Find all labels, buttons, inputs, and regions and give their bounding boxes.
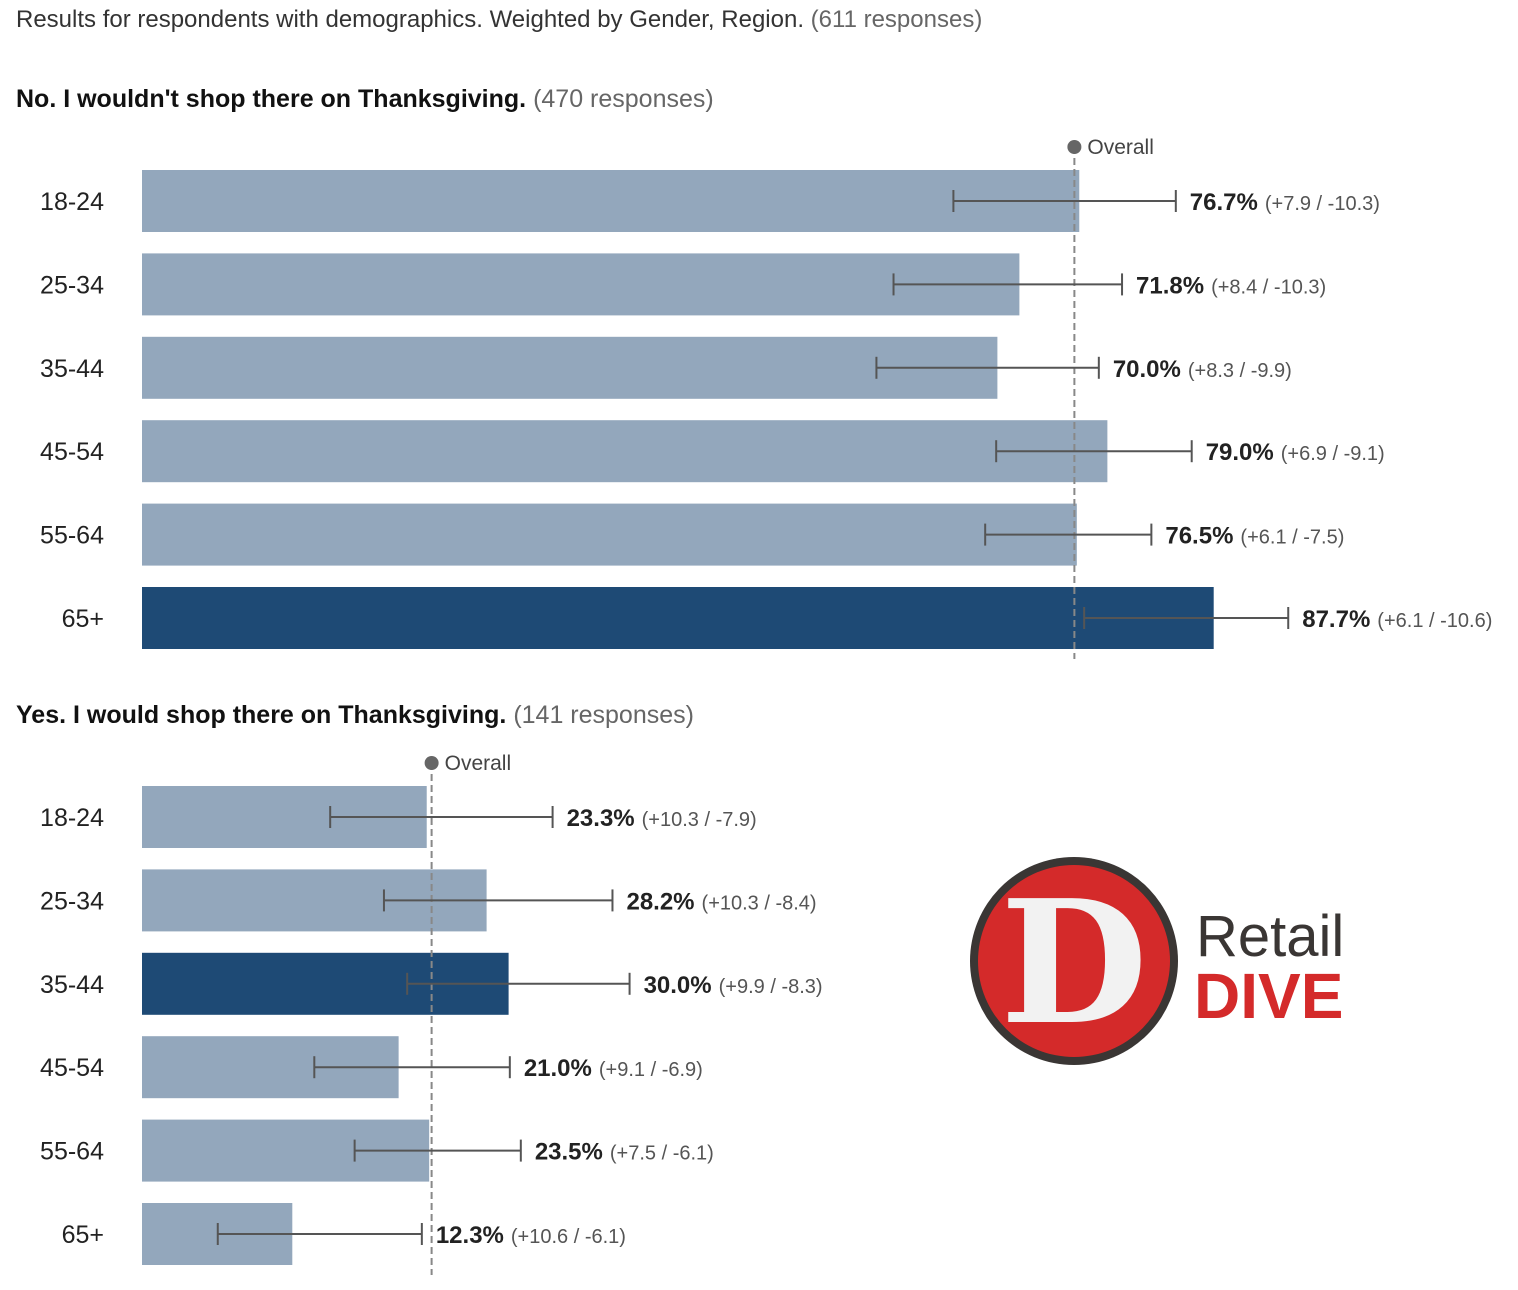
value-error-range: (+7.9 / -10.3) xyxy=(1265,193,1380,215)
value-label: 23.3% (+10.3 / -7.9) xyxy=(567,805,757,832)
logo-word-retail: Retail xyxy=(1196,904,1344,969)
bars-group xyxy=(142,786,509,1265)
results-header: Results for respondents with demographic… xyxy=(16,6,982,34)
chart-would-shop: 18-24 25-34 35-44 45-54 55-64 65+ Overall 23.3%… xyxy=(40,752,823,1275)
logo-circle-inner xyxy=(978,865,1170,1057)
category-label: 35-44 xyxy=(40,971,104,999)
value-error-range: (+10.6 / -6.1) xyxy=(511,1226,626,1248)
value-percent: 71.8% xyxy=(1136,272,1204,299)
overlay-group: Overall 23.3% (+10.3 / -7.9) 28.2% (+10.3 / … xyxy=(216,752,823,1275)
value-label: 87.7% (+6.1 / -10.6) xyxy=(1302,606,1492,633)
value-label: 76.7% (+7.9 / -10.3) xyxy=(1190,189,1380,216)
value-error-range: (+9.1 / -6.9) xyxy=(599,1059,703,1081)
category-label: 55-64 xyxy=(40,522,104,550)
value-percent: 23.5% xyxy=(535,1139,603,1166)
value-label: 28.2% (+10.3 / -8.4) xyxy=(626,888,816,915)
value-error-range: (+8.4 / -10.3) xyxy=(1211,276,1326,298)
header-responses: (611 responses) xyxy=(810,6,983,33)
value-error-range: (+9.9 / -8.3) xyxy=(719,976,823,998)
value-error-range: (+8.3 / -9.9) xyxy=(1188,360,1292,382)
value-label: 79.0% (+6.9 / -9.1) xyxy=(1206,439,1385,466)
value-label: 70.0% (+8.3 / -9.9) xyxy=(1113,356,1292,383)
bar xyxy=(142,420,1108,483)
category-label: 45-54 xyxy=(40,1054,104,1082)
logo-letter: D xyxy=(1000,863,1147,1063)
chart-no-shop: 18-24 25-34 35-44 45-54 55-64 65+ Overall 76.7%… xyxy=(40,136,1492,659)
overall-marker xyxy=(424,756,439,770)
value-percent: 21.0% xyxy=(524,1055,592,1082)
value-percent: 87.7% xyxy=(1302,606,1370,633)
value-label: 76.5% (+6.1 / -7.5) xyxy=(1165,523,1344,550)
category-label: 18-24 xyxy=(40,804,104,832)
value-error-range: (+10.3 / -8.4) xyxy=(702,892,817,914)
bar xyxy=(142,336,998,399)
bar xyxy=(142,253,1020,316)
bar xyxy=(142,503,1077,566)
value-percent: 30.0% xyxy=(644,972,712,999)
bar xyxy=(142,587,1214,649)
chart-2-responses: (141 responses) xyxy=(513,701,694,729)
value-percent: 28.2% xyxy=(626,888,694,915)
value-percent: 76.7% xyxy=(1190,189,1258,216)
value-label: 23.5% (+7.5 / -6.1) xyxy=(535,1139,714,1166)
retail-dive-logo: D Retail DIVE xyxy=(962,852,1372,1070)
value-percent: 12.3% xyxy=(436,1222,504,1249)
chart-1-title: No. I wouldn't shop there on Thanksgivin… xyxy=(16,85,714,114)
chart-2-title: Yes. I would shop there on Thanksgiving.… xyxy=(16,701,694,730)
value-percent: 76.5% xyxy=(1165,523,1233,550)
logo-word-dive: DIVE xyxy=(1194,960,1343,1032)
header-text: Results for respondents with demographic… xyxy=(16,6,804,33)
value-error-range: (+6.1 / -7.5) xyxy=(1240,527,1344,549)
category-label: 65+ xyxy=(62,605,104,633)
category-label: 45-54 xyxy=(40,438,104,466)
value-label: 30.0% (+9.9 / -8.3) xyxy=(644,972,823,999)
overall-marker xyxy=(1067,140,1082,154)
overall-label: Overall xyxy=(1087,136,1154,159)
category-label: 65+ xyxy=(62,1221,104,1249)
value-error-range: (+6.9 / -9.1) xyxy=(1281,443,1385,465)
overlay-group: Overall 76.7% (+7.9 / -10.3) 71.8% (+8.4 / -… xyxy=(875,136,1492,659)
chart-2-title-text: Yes. I would shop there on Thanksgiving. xyxy=(16,701,507,729)
category-label: 25-34 xyxy=(40,887,104,915)
bars-group xyxy=(142,170,1214,649)
value-percent: 70.0% xyxy=(1113,356,1181,383)
category-label: 25-34 xyxy=(40,271,104,299)
value-label: 12.3% (+10.6 / -6.1) xyxy=(436,1222,626,1249)
value-label: 71.8% (+8.4 / -10.3) xyxy=(1136,272,1326,299)
value-error-range: (+7.5 / -6.1) xyxy=(610,1143,714,1165)
category-label: 35-44 xyxy=(40,355,104,383)
chart-1-responses: (470 responses) xyxy=(533,85,714,113)
category-label: 55-64 xyxy=(40,1138,104,1166)
value-percent: 79.0% xyxy=(1206,439,1274,466)
overall-label: Overall xyxy=(445,752,512,775)
value-percent: 23.3% xyxy=(567,805,635,832)
bar xyxy=(142,170,1080,232)
value-error-range: (+10.3 / -7.9) xyxy=(642,809,757,831)
value-error-range: (+6.1 / -10.6) xyxy=(1377,610,1492,632)
category-label: 18-24 xyxy=(40,188,104,216)
value-label: 21.0% (+9.1 / -6.9) xyxy=(524,1055,703,1082)
chart-1-title-text: No. I wouldn't shop there on Thanksgivin… xyxy=(16,85,527,113)
